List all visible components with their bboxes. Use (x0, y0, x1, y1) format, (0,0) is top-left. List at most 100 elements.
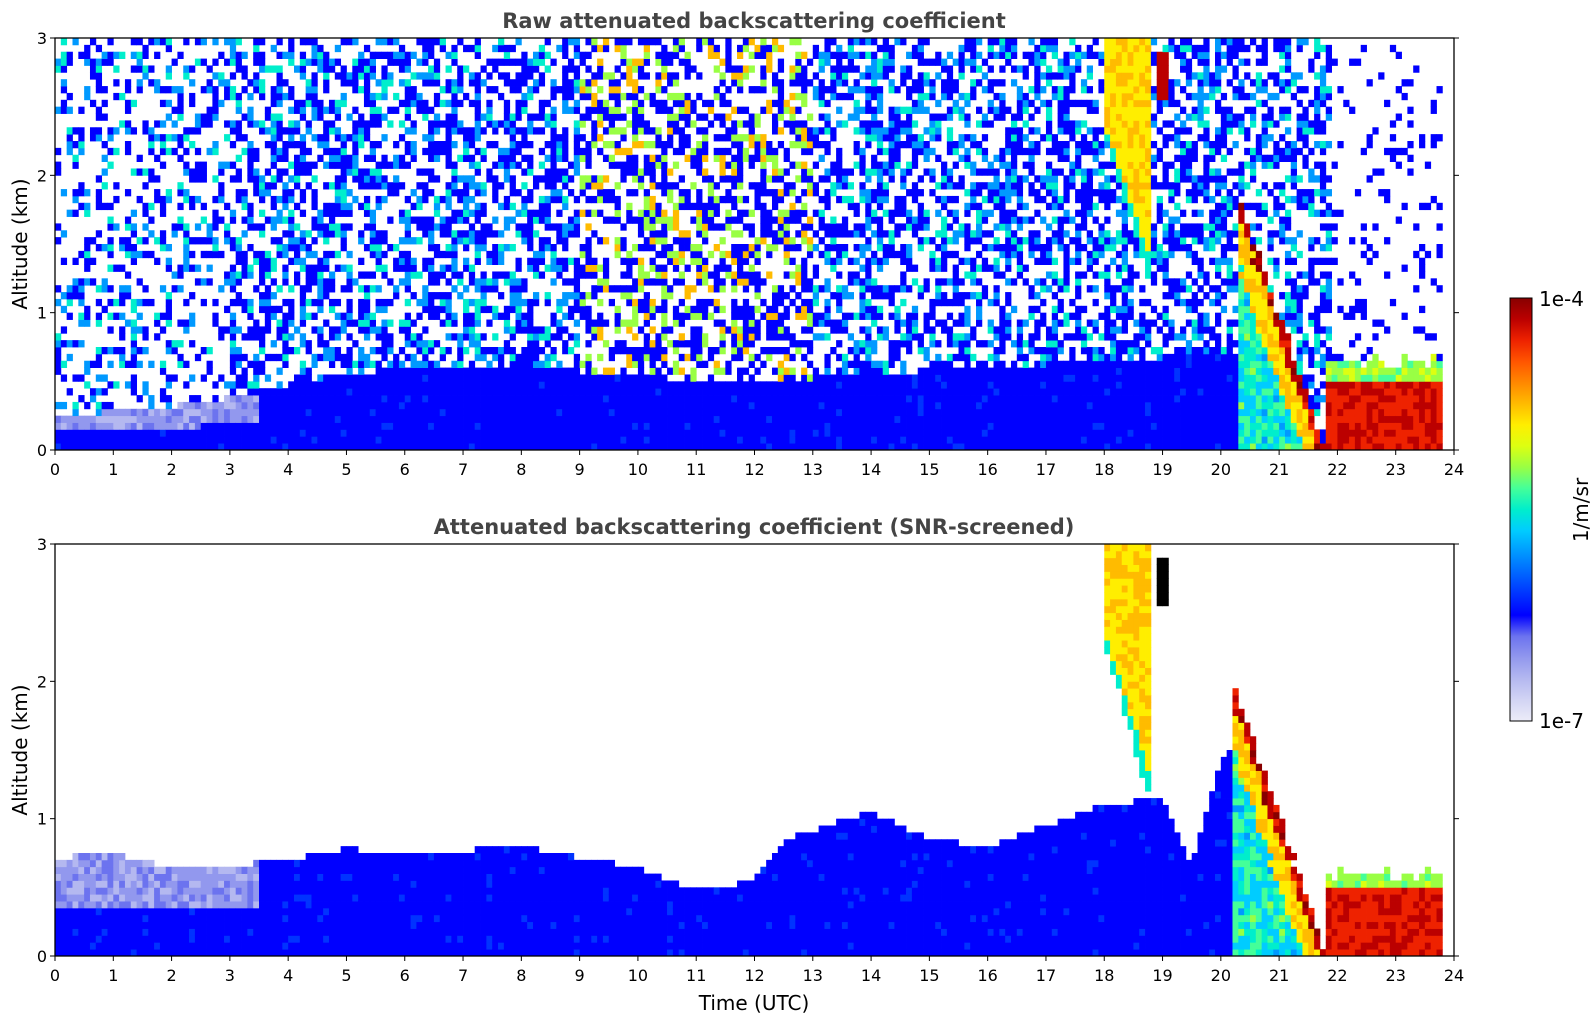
heatmap-cell (468, 195, 476, 204)
heatmap-cell (183, 298, 190, 307)
heatmap-cell (154, 86, 161, 94)
heatmap-cell (422, 230, 429, 238)
heatmap-cell (754, 147, 761, 156)
heatmap-cell (538, 195, 546, 204)
heatmap-cell (183, 257, 190, 265)
heatmap-cell (387, 333, 394, 341)
heatmap-cell (229, 38, 237, 46)
heatmap-cell (393, 436, 400, 444)
heatmap-cell (177, 99, 184, 108)
heatmap-cell (247, 264, 254, 272)
heatmap-cell (597, 353, 604, 362)
heatmap-cell (474, 244, 481, 252)
heatmap-cell (492, 285, 499, 293)
heatmap-cell (696, 250, 703, 259)
heatmap-cell (95, 127, 103, 135)
heatmap-cell (194, 237, 202, 245)
heatmap-cell (422, 353, 429, 362)
heatmap-cell (206, 367, 213, 375)
heatmap-cell (451, 395, 458, 403)
heatmap-cell (632, 443, 639, 451)
heatmap-cell (818, 319, 825, 327)
heatmap-cell (410, 360, 417, 368)
heatmap-cell (224, 38, 231, 46)
heatmap-cell (824, 333, 831, 341)
heatmap-cell (509, 360, 516, 368)
heatmap-cell (707, 353, 715, 362)
heatmap-cell (731, 244, 738, 252)
heatmap-cell (142, 436, 149, 444)
heatmap-cell (270, 99, 277, 108)
heatmap-cell (148, 395, 155, 403)
heatmap-cell (667, 182, 674, 190)
heatmap-cell (229, 44, 237, 53)
heatmap-cell (719, 285, 726, 293)
heatmap-cell (398, 237, 406, 245)
heatmap-cell (241, 134, 248, 142)
heatmap-cell (492, 86, 499, 94)
heatmap-cell (515, 388, 522, 396)
heatmap-cell (358, 298, 365, 307)
heatmap-cell (282, 422, 289, 430)
heatmap-cell (806, 326, 814, 334)
heatmap-cell (509, 292, 516, 300)
heatmap-cell (713, 285, 720, 293)
heatmap-cell (871, 257, 878, 265)
heatmap-cell (457, 367, 464, 375)
heatmap-cell (562, 182, 569, 190)
heatmap-cell (95, 298, 103, 307)
heatmap-cell (626, 285, 633, 293)
heatmap-cell (731, 202, 738, 211)
heatmap-cell (684, 72, 691, 80)
heatmap-cell (468, 340, 476, 348)
heatmap-cell (433, 422, 441, 430)
heatmap-cell (352, 319, 359, 327)
heatmap-cell (375, 92, 382, 101)
heatmap-cell (404, 237, 411, 245)
heatmap-cell (84, 415, 91, 423)
heatmap-cell (672, 127, 680, 135)
heatmap-cell (620, 72, 627, 80)
heatmap-cell (259, 38, 266, 46)
heatmap-cell (72, 415, 79, 423)
heatmap-cell (602, 99, 610, 108)
heatmap-cell (235, 58, 242, 66)
heatmap-cell (585, 305, 592, 314)
heatmap-cell (742, 388, 750, 396)
heatmap-cell (521, 374, 528, 382)
heatmap-cell (836, 326, 843, 334)
heatmap-cell (369, 113, 376, 121)
heatmap-cell (428, 429, 435, 437)
heatmap-cell (725, 443, 732, 451)
heatmap-cell (649, 367, 656, 375)
heatmap-cell (486, 285, 493, 293)
heatmap-cell (876, 134, 884, 142)
heatmap-cell (876, 127, 884, 135)
heatmap-cell (608, 415, 615, 423)
heatmap-cell (655, 86, 662, 94)
heatmap-cell (241, 195, 248, 204)
heatmap-cell (282, 353, 289, 362)
heatmap-cell (165, 374, 172, 382)
heatmap-cell (480, 244, 487, 252)
heatmap-cell (655, 58, 662, 66)
heatmap-cell (725, 429, 732, 437)
heatmap-cell (597, 278, 604, 286)
heatmap-cell (602, 271, 610, 279)
heatmap-cell (241, 408, 248, 417)
heatmap-cell (78, 250, 85, 259)
heatmap-cell (224, 305, 231, 314)
heatmap-cell (89, 99, 97, 108)
heatmap-cell (684, 120, 691, 128)
heatmap-cell (486, 381, 493, 389)
heatmap-cell (346, 79, 353, 87)
heatmap-cell (801, 51, 808, 59)
heatmap-cell (363, 312, 371, 320)
heatmap-cell (165, 422, 172, 430)
heatmap-cell (737, 79, 744, 87)
heatmap-cell (189, 141, 196, 149)
heatmap-cell (259, 182, 266, 190)
heatmap-cell (183, 134, 190, 142)
heatmap-cell (282, 333, 289, 341)
heatmap-cell (702, 99, 709, 108)
